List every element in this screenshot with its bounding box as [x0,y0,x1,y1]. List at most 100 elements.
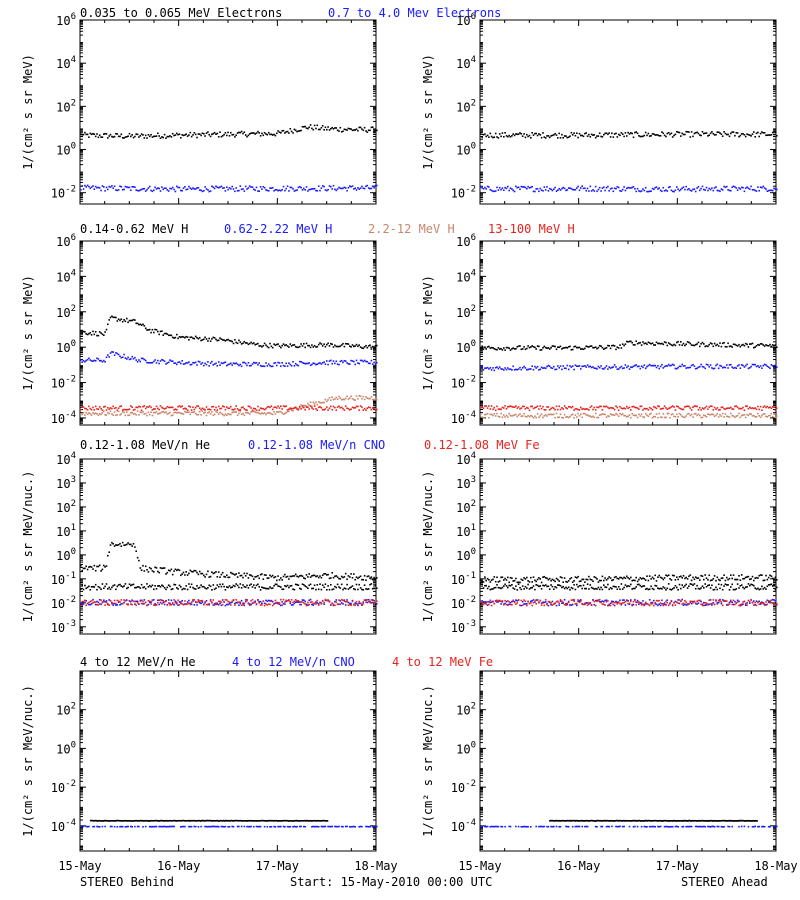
data-point [188,134,190,136]
data-point [138,136,140,138]
data-point [162,599,164,602]
data-point [189,406,192,408]
data-point [346,407,348,409]
data-point [366,131,369,133]
data-point [280,346,282,349]
data-point [671,136,674,138]
data-point [216,576,219,578]
data-point [265,603,267,605]
data-point [138,559,140,562]
data-point [134,356,136,359]
data-point [208,365,210,367]
data-point [89,413,92,415]
data-point [284,573,286,576]
data-point [205,132,208,134]
data-point [166,135,169,138]
data-point [104,132,106,135]
data-point [636,416,639,419]
data-point [582,578,585,581]
data-point [257,190,259,192]
data-point [269,412,271,414]
data-point [109,544,112,546]
data-point [242,603,244,606]
data-point [536,413,539,415]
data-point [762,132,765,134]
data-point [519,366,521,369]
data-point [227,576,229,579]
data-point [300,343,302,345]
data-point [151,361,154,364]
data-point [331,362,333,365]
data-point [534,190,536,193]
data-point [623,414,625,417]
data-point [188,185,190,188]
series-header-label: 0.035 to 0.065 MeV Electrons [80,6,282,20]
data-point [344,405,347,407]
data-point [490,588,493,590]
data-point [663,341,666,343]
data-point [189,586,192,588]
data-point [323,586,325,588]
data-point [81,361,83,363]
data-point [746,186,748,188]
data-point [540,413,543,415]
data-point [246,342,248,344]
data-point [504,367,506,369]
data-point [289,575,292,578]
data-point [589,185,592,188]
data-point [585,132,587,134]
data-point [98,406,101,408]
data-point [223,414,225,417]
data-point [558,132,560,135]
data-point [700,574,702,577]
data-point [659,135,662,137]
data-point [719,579,721,582]
data-point [680,407,682,410]
data-point [359,346,362,348]
data-point [116,320,119,322]
data-point [188,339,190,341]
data-point [601,136,604,138]
data-point [534,406,536,409]
data-point [630,187,632,189]
data-point [170,187,173,190]
data-point [127,604,129,606]
data-point [267,577,270,579]
data-point [628,133,631,135]
data-point [765,344,767,346]
data-point [150,411,152,413]
data-point [170,334,173,337]
data-point [570,187,573,190]
data-point [277,411,279,413]
data-point [246,599,248,602]
data-point [639,415,642,417]
data-point [331,126,333,129]
data-point [351,360,354,362]
data-point [169,585,171,588]
data-point [296,364,298,366]
data-point [259,407,262,409]
data-point [276,410,278,413]
data-point [250,603,252,606]
data-point [650,135,652,137]
data-point [80,588,82,591]
data-point [119,542,121,545]
data-point [205,414,208,417]
data-point [338,405,340,407]
data-point [711,413,713,416]
data-point [717,409,720,411]
data-point [167,602,170,604]
data-point [620,413,623,416]
data-point [619,189,621,192]
data-point [763,413,766,415]
y-tick-label: 102 [56,98,76,114]
data-point [538,585,540,588]
data-point [594,412,597,415]
series-header-label: 0.12-1.08 MeV Fe [424,438,540,452]
data-point [726,364,728,366]
data-point [147,586,150,588]
data-point [261,132,263,135]
data-point [627,341,629,343]
